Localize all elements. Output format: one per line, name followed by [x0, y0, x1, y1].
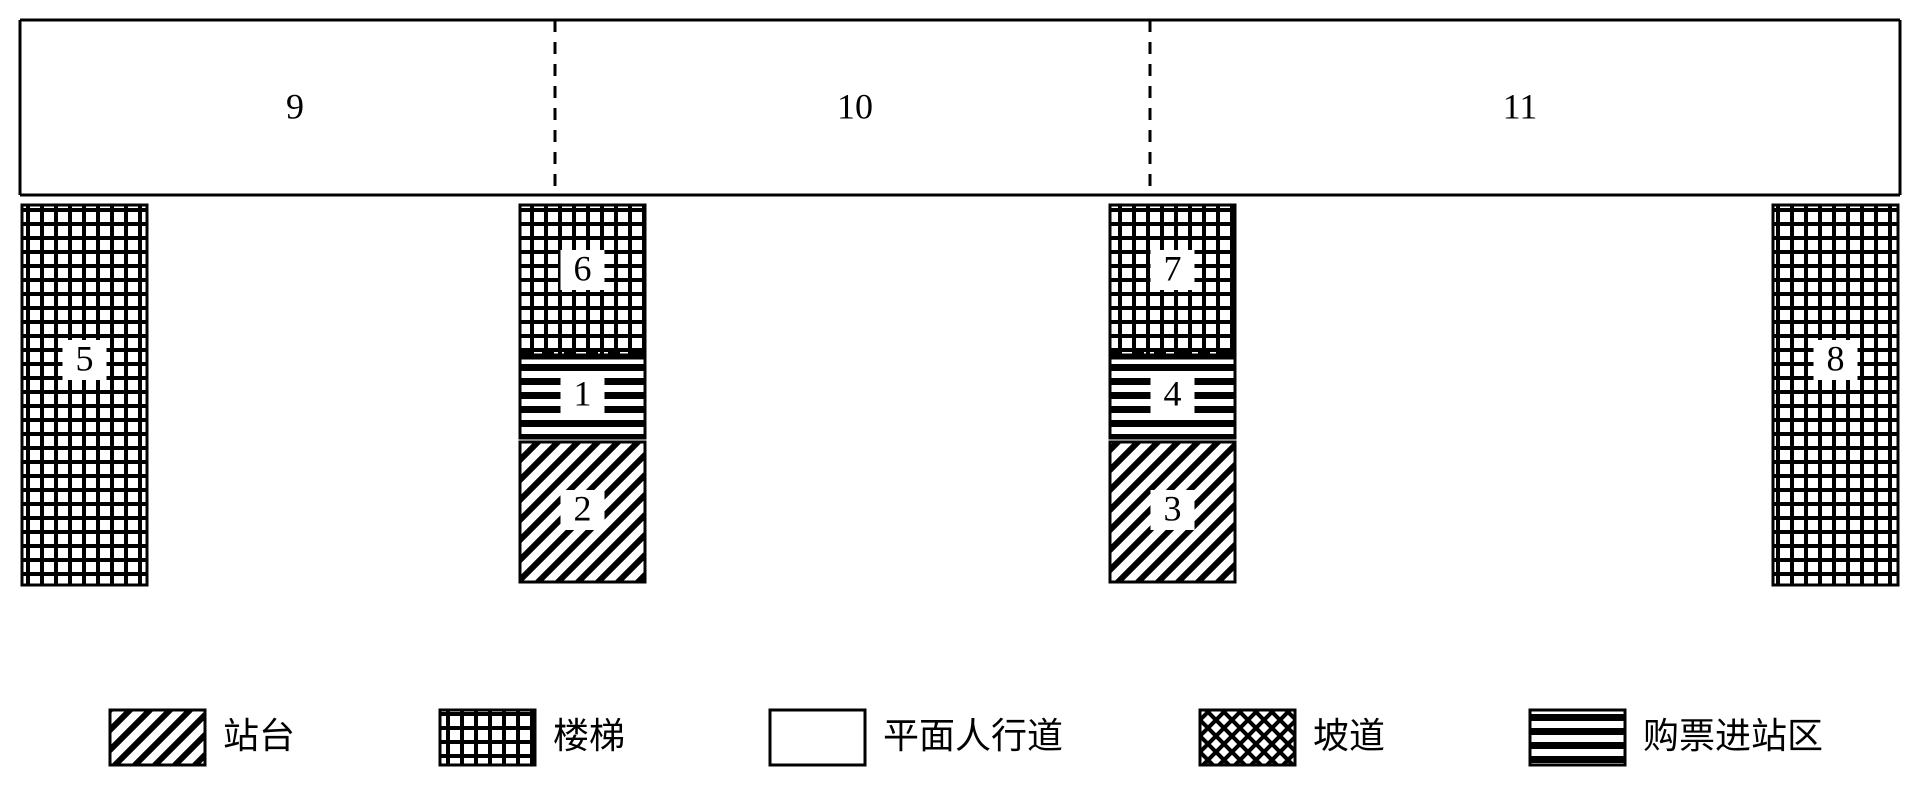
legend-swatch	[1530, 710, 1625, 765]
zone-label-1: 1	[574, 373, 592, 413]
zone-8	[1773, 205, 1898, 585]
zone-label: 9	[286, 86, 304, 126]
legend-label: 坡道	[1313, 716, 1385, 756]
legend-swatch	[1200, 710, 1295, 765]
zone-label-8: 8	[1827, 338, 1845, 378]
zone-label: 10	[837, 86, 873, 126]
legend-swatch	[110, 710, 205, 765]
legend-label: 平面人行道	[883, 716, 1063, 756]
legend-label: 楼梯	[553, 716, 625, 756]
zone-label: 11	[1503, 86, 1538, 126]
zone-label-5: 5	[76, 338, 94, 378]
zone-label-7: 7	[1164, 248, 1182, 288]
legend-label: 站台	[223, 716, 295, 756]
zone-5	[22, 205, 147, 585]
legend-label: 购票进站区	[1643, 716, 1823, 756]
zone-label-2: 2	[574, 488, 592, 528]
zone-label-4: 4	[1164, 373, 1182, 413]
zone-label-3: 3	[1164, 488, 1182, 528]
legend-swatch	[440, 710, 535, 765]
zone-label-6: 6	[574, 248, 592, 288]
legend-swatch	[770, 710, 865, 765]
